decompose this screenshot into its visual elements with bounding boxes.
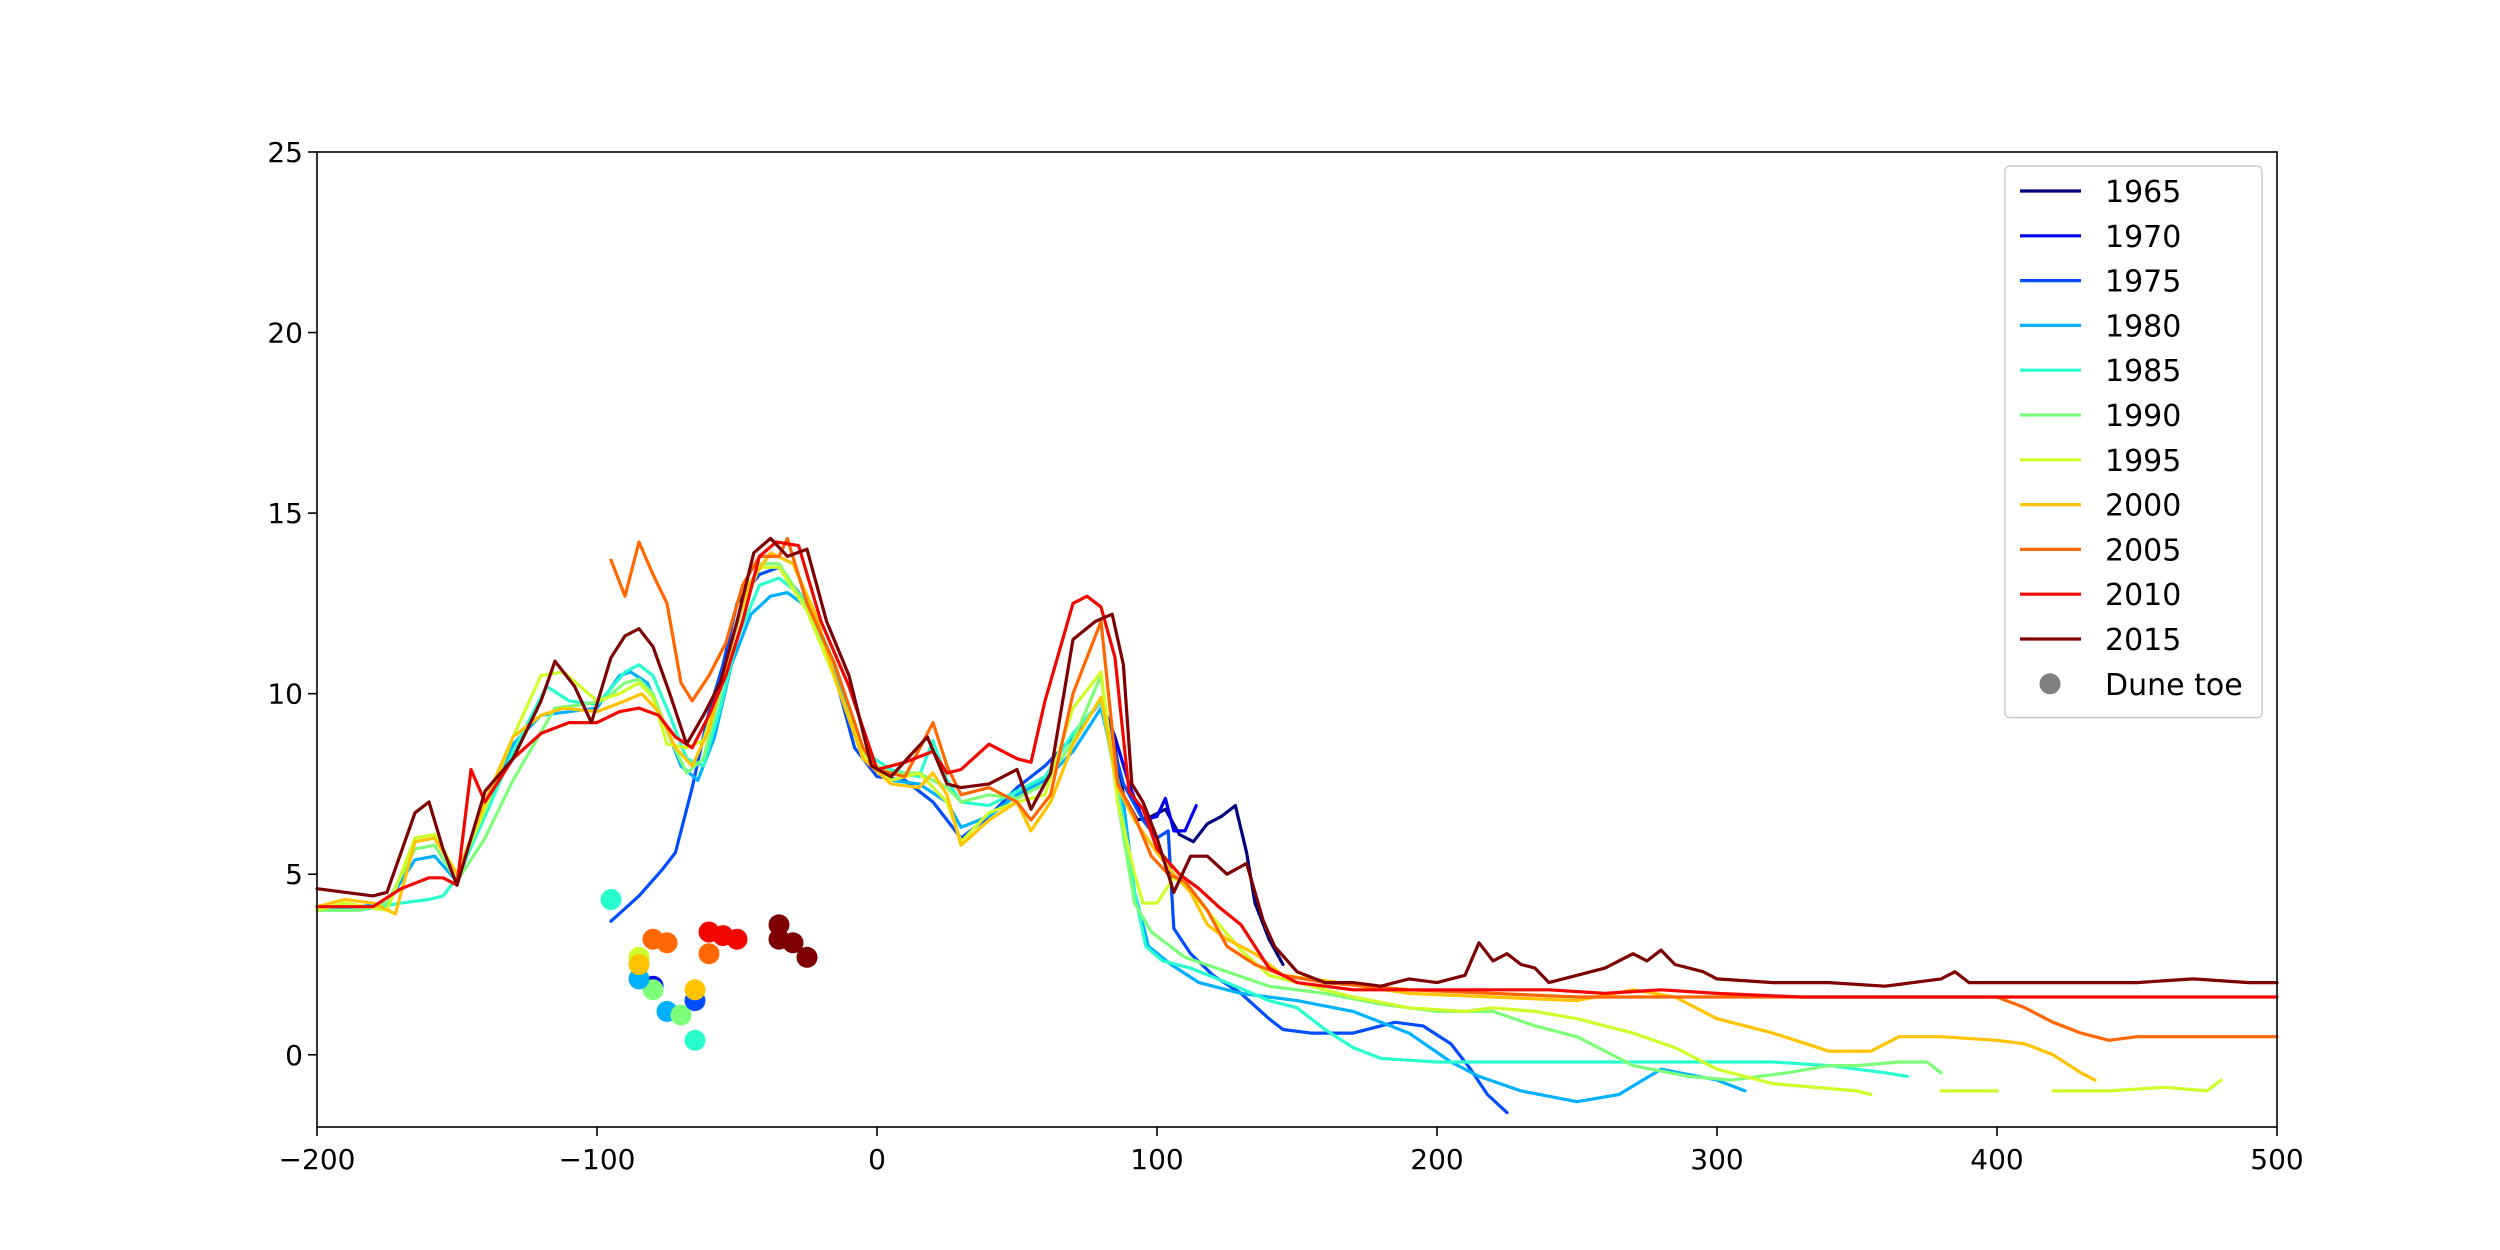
legend-label: 2015	[2105, 623, 2181, 658]
dune-toe-markers	[600, 889, 818, 1051]
legend-label: 1965	[2105, 175, 2181, 210]
series-line-2000	[315, 551, 2097, 1082]
legend-label: 1995	[2105, 444, 2181, 479]
dune-toe-point	[698, 943, 720, 965]
series-layer	[315, 536, 2279, 1115]
legend-label: 1975	[2105, 265, 2181, 300]
y-tick-label: 10	[267, 678, 303, 711]
dune-toe-point	[768, 914, 790, 936]
legend-box	[2004, 165, 2263, 719]
dune-toe-point	[670, 1004, 692, 1026]
y-tick-label: 0	[285, 1039, 303, 1072]
legend-label: 1970	[2105, 220, 2181, 255]
dune-toe-point	[782, 932, 804, 954]
series-line-1985	[315, 576, 1909, 1078]
dune-toe-point	[600, 889, 622, 910]
x-tick-label: 100	[1130, 1143, 1183, 1176]
dune-toe-point	[726, 928, 748, 950]
legend-label: 2000	[2105, 489, 2181, 524]
y-tick-label: 20	[267, 317, 303, 350]
legend-label: 1990	[2105, 399, 2181, 434]
series-line-2010	[315, 540, 2279, 999]
x-tick-label: 0	[868, 1143, 886, 1176]
series-line-1995-segment-2	[2051, 1078, 2223, 1093]
legend-label: 2010	[2105, 578, 2181, 613]
dune-toe-point	[628, 968, 650, 990]
legend-label: 2005	[2105, 533, 2181, 568]
legend-label: 1980	[2105, 309, 2181, 344]
y-tick-label: 25	[267, 136, 303, 169]
series-line-2015	[315, 536, 2279, 988]
x-tick-label: −200	[279, 1143, 356, 1176]
series-line-1990	[315, 562, 1943, 1082]
series-line-1970	[1099, 699, 1198, 833]
legend: 1965 1970 1975 1980 1985 1990 1995 2000 2005 2010…	[2004, 165, 2263, 719]
plot-frame	[316, 151, 2278, 1128]
dune-toe-point	[684, 1029, 706, 1051]
x-tick-label: 400	[1970, 1143, 2023, 1176]
legend-marker	[2039, 673, 2061, 695]
y-tick-label: 15	[267, 497, 303, 530]
y-tick-label: 5	[285, 858, 303, 891]
dune-toe-point	[656, 932, 678, 954]
legend-label: 1985	[2105, 354, 2181, 389]
x-tick-label: 200	[1410, 1143, 1463, 1176]
x-tick-label: 300	[1690, 1143, 1743, 1176]
legend-label: Dune toe	[2105, 668, 2243, 703]
y-axis: 0 5 10 15 20 25	[267, 136, 317, 1072]
x-tick-label: 500	[2250, 1143, 2303, 1176]
x-axis: −200 −100 0 100 200 300 400 500	[279, 1127, 2304, 1176]
x-tick-label: −100	[559, 1143, 636, 1176]
dune-toe-point	[684, 979, 706, 1001]
dune-toe-point	[796, 946, 818, 968]
dune-toe-point	[628, 954, 650, 975]
